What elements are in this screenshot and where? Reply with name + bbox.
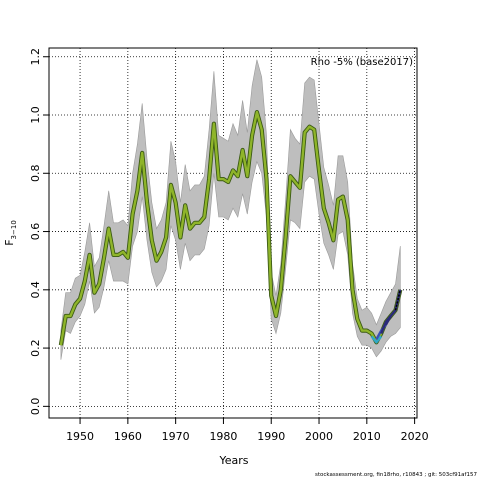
x-axis: 1950 1960 1970 1980 1990 2000 2010 2020	[66, 418, 429, 443]
x-axis-title: Years	[218, 454, 248, 467]
retro-line-4	[384, 289, 402, 326]
x-tick-label-2010: 2010	[353, 430, 381, 443]
x-tick-label-1950: 1950	[66, 430, 94, 443]
footer-note: stockassessment.org, fin18rho, r10843 ; …	[315, 472, 477, 478]
y-axis-title-subscript: 3−10	[10, 220, 18, 239]
x-tick-label-1980: 1980	[209, 430, 237, 443]
y-tick-label-0.2: 0.2	[29, 339, 42, 357]
y-tick-label-0.0: 0.0	[29, 398, 42, 416]
y-axis: 0.0 0.2 0.4 0.6 0.8 1.0 1.2	[29, 48, 49, 415]
y-tick-label-1.2: 1.2	[29, 48, 42, 66]
y-tick-label-1.0: 1.0	[29, 106, 42, 124]
y-tick-label-0.4: 0.4	[29, 281, 42, 299]
y-tick-label-0.8: 0.8	[29, 165, 42, 183]
x-tick-label-2020: 2020	[401, 430, 429, 443]
retro-line-1	[370, 335, 383, 344]
series-lines	[58, 109, 403, 346]
legend-label: Rho -5% (base2017)	[311, 57, 413, 68]
x-tick-label-1970: 1970	[162, 430, 190, 443]
x-tick-label-1960: 1960	[114, 430, 142, 443]
x-tick-label-1990: 1990	[257, 430, 285, 443]
estimate-line	[59, 110, 402, 346]
y-axis-title: F3−10	[3, 220, 18, 246]
x-tick-label-2000: 2000	[305, 430, 333, 443]
plot-frame	[48, 47, 418, 419]
y-tick-label-0.6: 0.6	[29, 223, 42, 241]
y-axis-title-main: F	[3, 239, 16, 245]
